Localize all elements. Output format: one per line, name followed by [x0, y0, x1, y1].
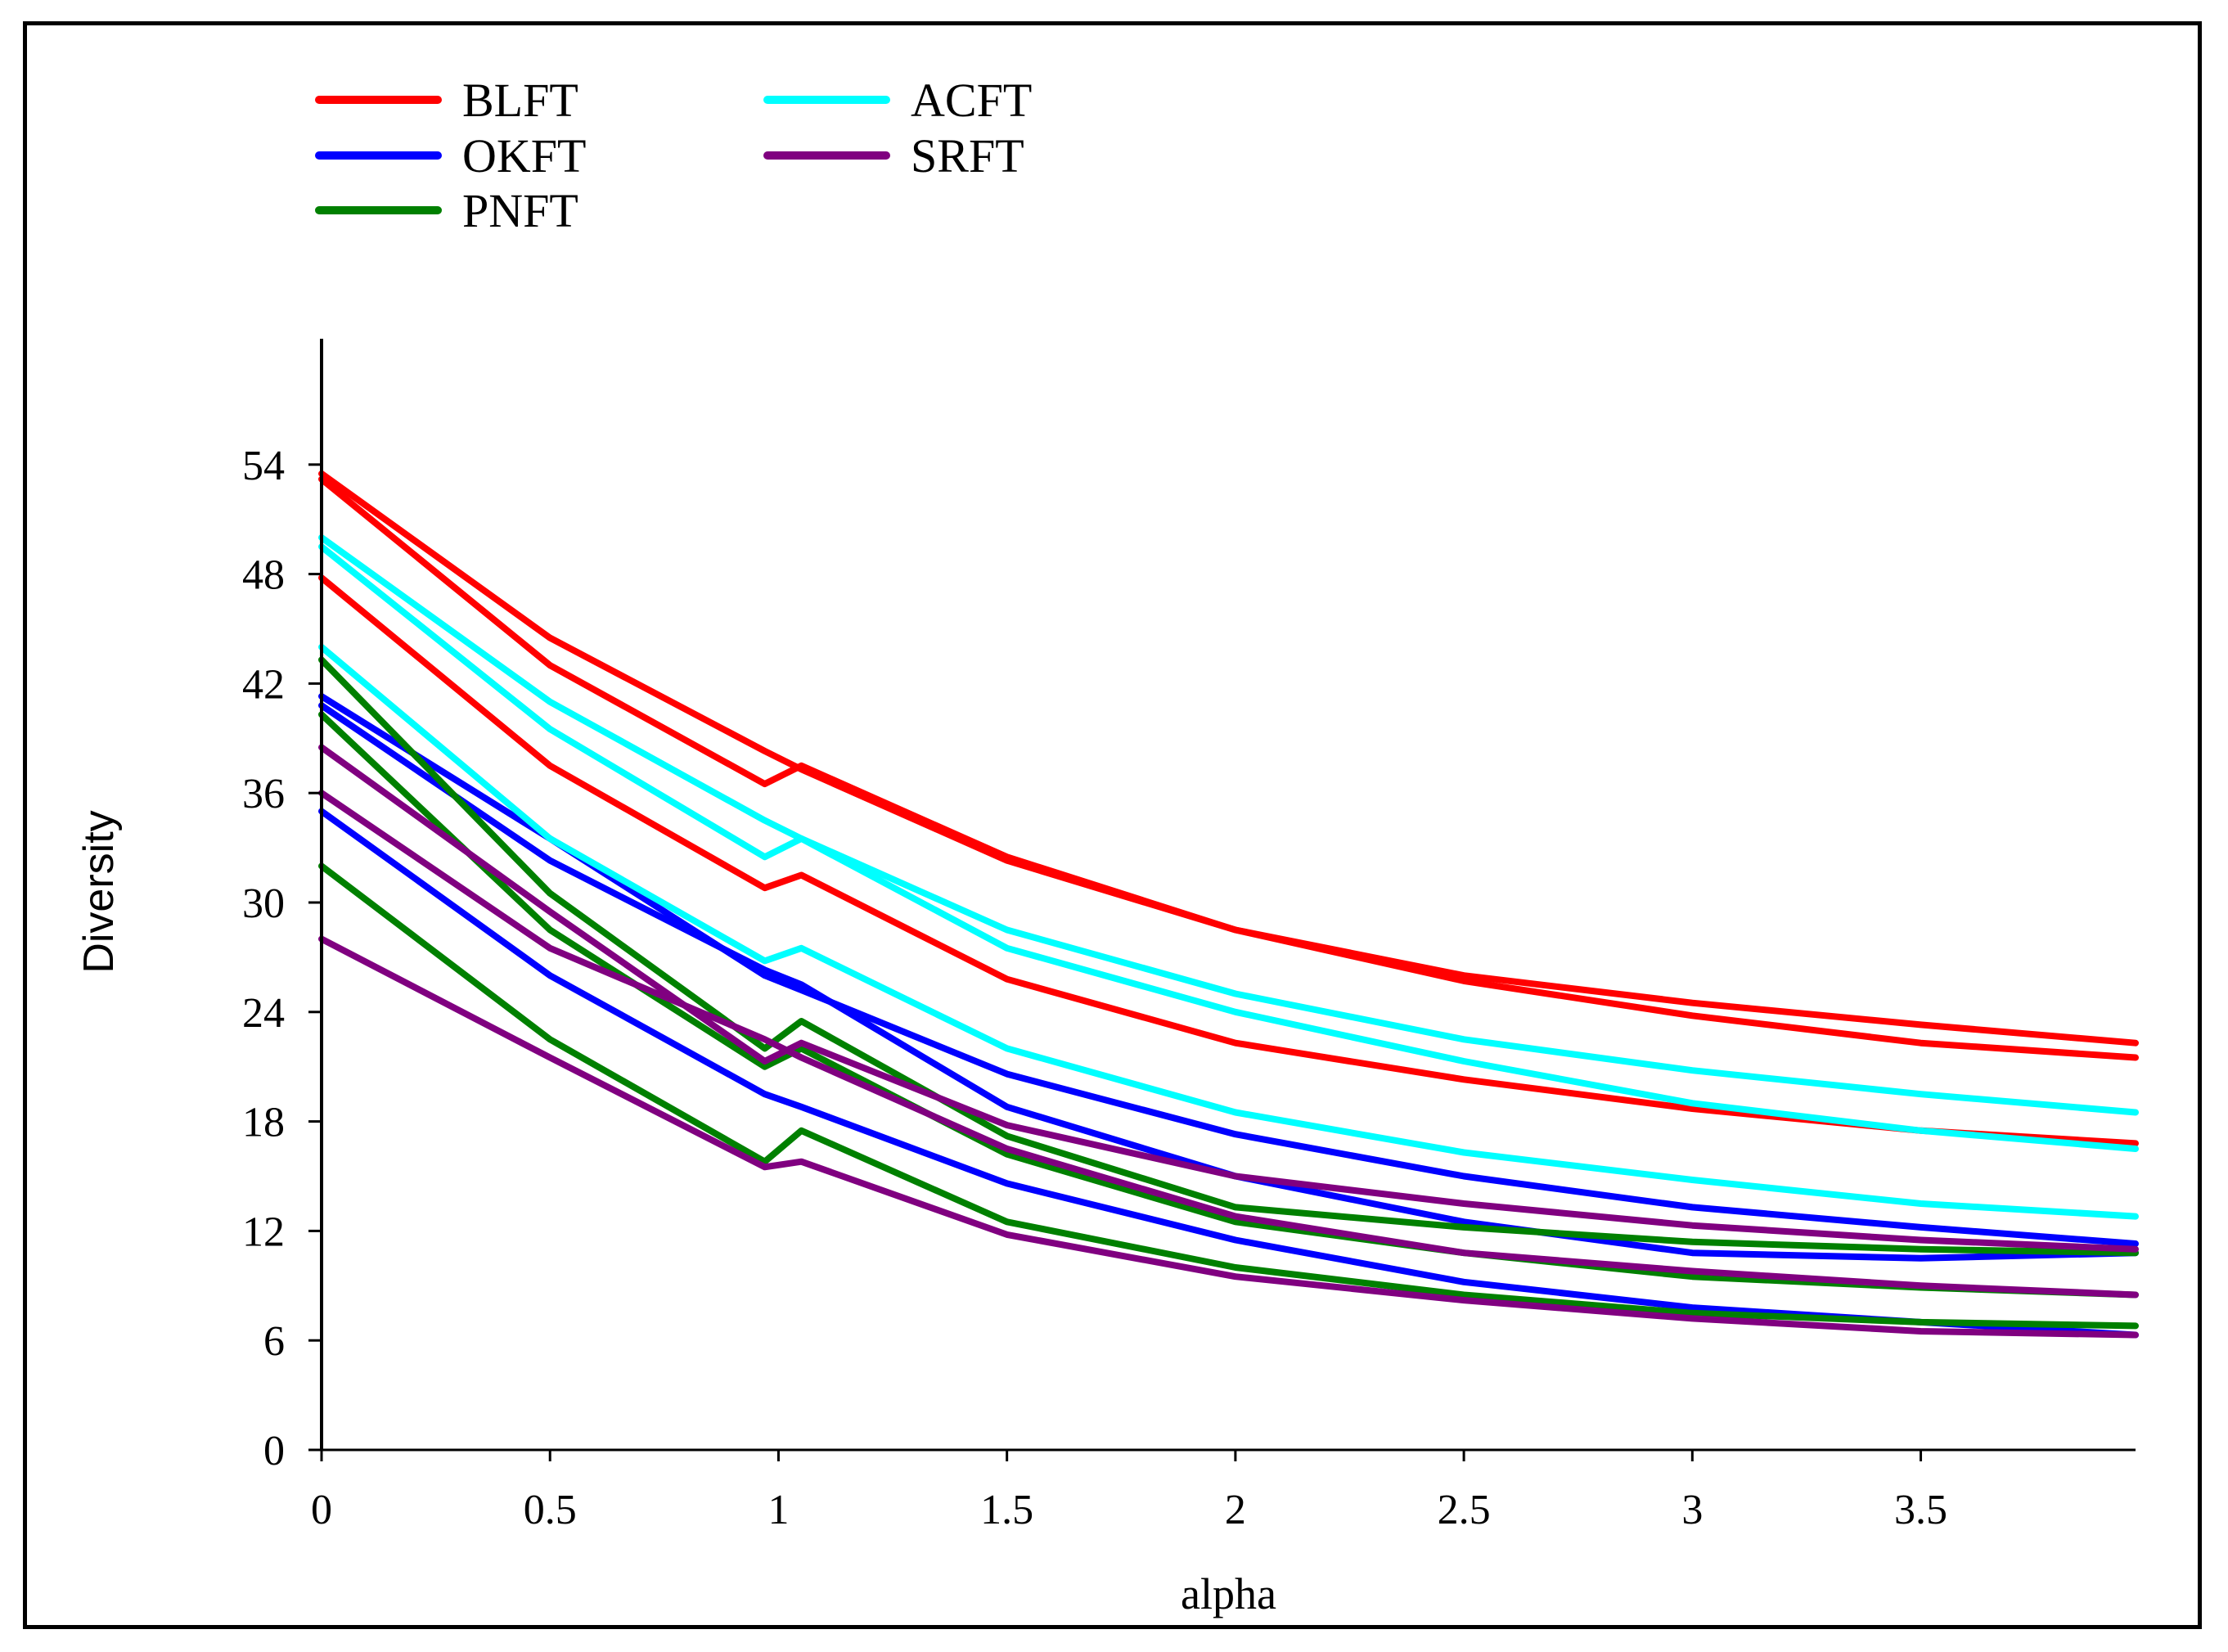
chart-frame [23, 21, 2202, 1629]
legend-label: SRFT [911, 129, 1024, 182]
series-line-okft [318, 702, 2139, 1262]
y-tick-label: 30 [242, 880, 285, 927]
series-line-acft [318, 543, 2139, 1152]
series-line-blft [318, 475, 2139, 1061]
y-tick-label: 12 [242, 1209, 285, 1255]
x-tick-label: 0 [311, 1487, 332, 1533]
series-line-acft [318, 534, 2139, 1116]
series-line-srft [318, 935, 2139, 1339]
legend-label: ACFT [911, 74, 1032, 127]
series-line-srft [318, 744, 2139, 1253]
x-ticks: 0 0.5 1 1.5 2 2.5 3 3.5 [311, 1450, 1947, 1533]
x-tick-label: 2.5 [1438, 1487, 1491, 1533]
y-tick-label: 36 [242, 771, 285, 817]
x-tick-label: 3.5 [1894, 1487, 1947, 1533]
legend-item-srft: SRFT [763, 129, 1024, 182]
legend-label: OKFT [462, 129, 586, 182]
y-tick-label: 6 [263, 1318, 285, 1365]
x-tick-label: 0.5 [524, 1487, 577, 1533]
series-line-pnft [318, 656, 2139, 1257]
y-tick-label: 54 [242, 443, 285, 489]
series-line-pnft [318, 862, 2139, 1330]
legend-item-okft: OKFT [315, 129, 586, 182]
series-line-acft [318, 643, 2139, 1220]
x-tick-label: 1 [767, 1487, 789, 1533]
x-axis-label: alpha [1181, 1569, 1276, 1618]
x-tick-label: 3 [1681, 1487, 1703, 1533]
x-tick-label: 1.5 [980, 1487, 1033, 1533]
legend-label: BLFT [462, 74, 578, 127]
y-tick-label: 0 [263, 1428, 285, 1474]
series-line-pnft [318, 711, 2139, 1299]
axes [320, 339, 2136, 1452]
y-tick-label: 24 [242, 990, 285, 1037]
legend-item-blft: BLFT [315, 74, 578, 127]
y-axis-label: Diversity [75, 810, 123, 973]
y-tick-label: 48 [242, 552, 285, 599]
y-ticks: 0 6 12 18 24 30 36 42 48 54 [242, 443, 322, 1474]
series-line-srft [318, 790, 2139, 1299]
legend-item-acft: ACFT [763, 74, 1032, 127]
y-tick-label: 18 [242, 1100, 285, 1146]
legend-label: PNFT [462, 184, 578, 237]
legend-item-pnft: PNFT [315, 184, 578, 237]
series-line-okft [318, 693, 2139, 1247]
x-tick-label: 2 [1225, 1487, 1246, 1533]
series-layer [318, 470, 2139, 1339]
y-tick-label: 42 [242, 661, 285, 708]
